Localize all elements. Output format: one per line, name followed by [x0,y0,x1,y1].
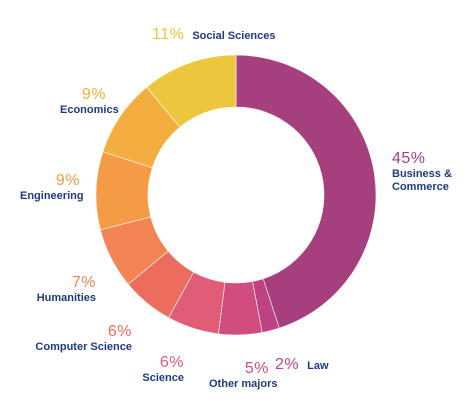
pct-science: 6% [159,354,184,371]
label-law: 2% Law [275,356,329,374]
name-social-sciences: Social Sciences [192,30,276,42]
label-social-sciences: 11% Social Sciences [152,26,276,44]
slice-social-sciences [146,54,237,128]
donut-slices [95,54,377,336]
pct-engineering: 9% [55,172,80,189]
label-computer-science: 6% Computer Science [22,323,132,354]
pct-computer-science: 6% [107,323,132,340]
label-engineering: 9% Engineering [20,172,84,203]
pct-social-sciences: 11% [152,26,185,43]
label-humanities: 7% Humanities [22,274,96,305]
pct-business-commerce: 45% [392,150,426,167]
name-law: Law [307,360,329,372]
name-economics: Economics [60,104,119,117]
label-business-commerce: 45% Business & Commerce [392,150,466,194]
name-humanities: Humanities [36,292,96,305]
name-science: Science [142,372,184,385]
name-other-majors: Other majors [209,378,278,391]
pct-humanities: 7% [71,274,96,291]
slice-business-commerce [235,54,377,329]
pct-other-majors: 5% [244,360,269,377]
label-other-majors: 5% Other majors [209,360,278,391]
label-science: 6% Science [140,354,184,385]
pct-economics: 9% [81,86,106,103]
pct-law: 2% [275,356,300,373]
label-economics: 9% Economics [60,86,119,117]
name-business-commerce: Business & Commerce [392,168,452,194]
name-engineering: Engineering [20,190,84,203]
name-computer-science: Computer Science [35,341,132,354]
